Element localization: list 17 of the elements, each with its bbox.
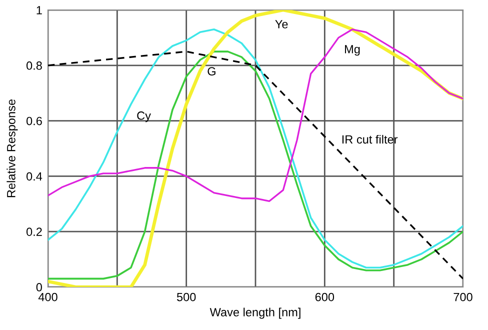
y-tick-label: 0.4	[26, 172, 42, 181]
annotation: G	[208, 67, 216, 76]
y-tick-label: 0.6	[26, 116, 42, 126]
y-axis-title: Relative Response	[6, 99, 18, 198]
x-tick-label: 500	[176, 292, 196, 302]
annotation: Cy	[137, 111, 151, 122]
y-tick-label: 0.2	[26, 228, 42, 236]
annotation: Ye	[275, 20, 288, 28]
y-tick-label: 0.8	[26, 61, 42, 70]
y-tick-label: 1	[36, 6, 42, 14]
y-tick-label: 0	[36, 283, 42, 292]
x-tick-label: 400	[38, 292, 58, 302]
x-tick-label: 700	[454, 292, 472, 302]
x-axis-title: Wave length [nm]	[210, 308, 300, 319]
annotation: Mg	[345, 45, 360, 56]
line-series	[48, 28, 463, 202]
x-tick-label: 600	[315, 292, 334, 302]
